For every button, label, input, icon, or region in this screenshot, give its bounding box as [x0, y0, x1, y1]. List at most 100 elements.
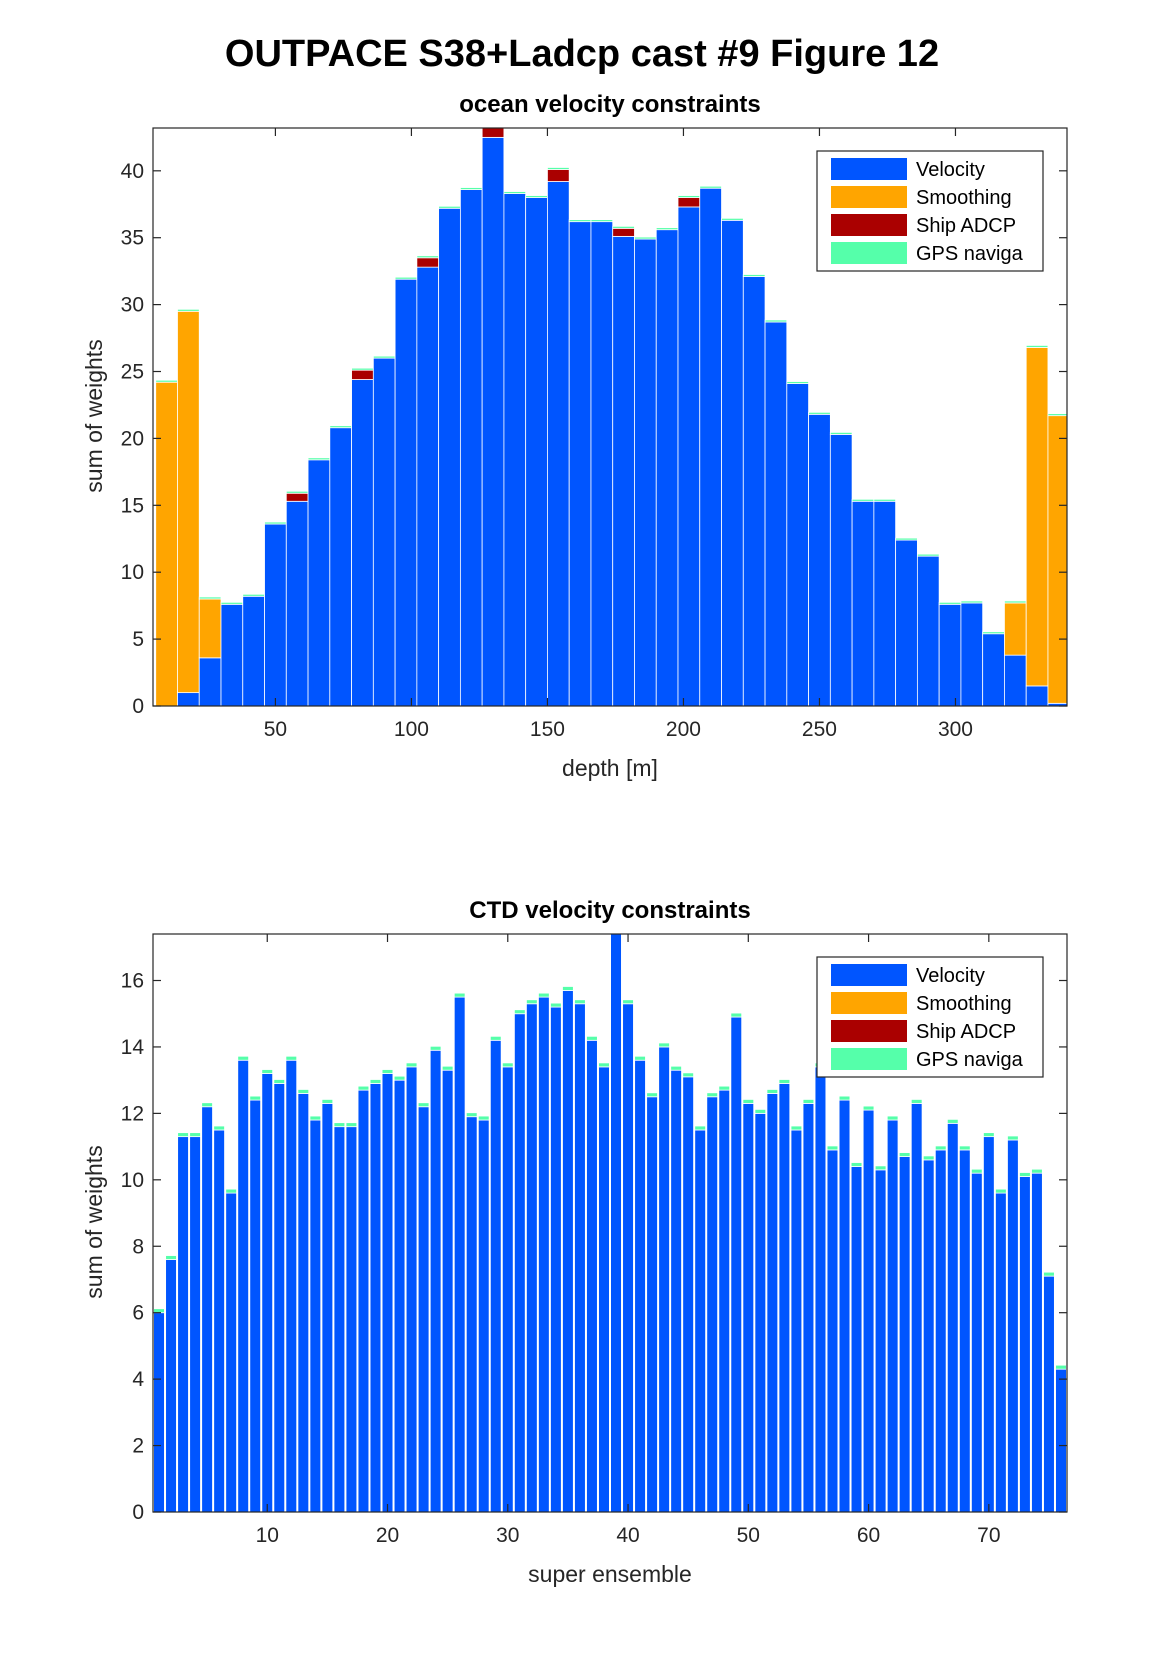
ctd-bar-gps-naviga	[838, 1095, 851, 1101]
ocean-bar-gps-naviga	[416, 255, 440, 259]
ocean-bar-velocity	[568, 221, 592, 706]
ctd-bar-velocity	[670, 1069, 682, 1512]
ocean-bar-smoothing	[1004, 602, 1027, 656]
ocean-bar-gps-naviga	[590, 219, 614, 223]
ctd-bar-velocity	[862, 1109, 875, 1512]
ctd-bar-gps-naviga	[946, 1118, 959, 1124]
ctd-velocity-legend: Velocity Smoothing Ship ADCP GPS naviga	[816, 956, 1044, 1078]
ocean-bar-ship-adcp	[481, 128, 505, 138]
ctd-bar-gps-naviga	[622, 999, 634, 1005]
ocean-bar-velocity	[677, 206, 701, 706]
ocean-bar-velocity	[829, 433, 853, 706]
ocean-bar-ship-adcp	[677, 197, 701, 208]
ocean-bar-gps-naviga	[329, 425, 352, 429]
ctd-ytick-label: 6	[132, 1302, 144, 1325]
ctd-xtick-label: 40	[616, 1524, 639, 1547]
ctd-bar-velocity	[285, 1059, 298, 1512]
ctd-bar-gps-naviga	[177, 1132, 189, 1138]
ocean-ytick-label: 20	[121, 427, 144, 450]
ocean-ytick-label: 30	[121, 294, 144, 317]
ctd-bar-velocity	[706, 1096, 719, 1512]
ocean-bar-velocity	[764, 321, 788, 706]
ocean-bar-gps-naviga	[568, 219, 592, 223]
ctd-bar-velocity	[441, 1069, 454, 1512]
ctd-bar-gps-naviga	[670, 1065, 682, 1071]
ocean-bar-velocity	[851, 500, 875, 706]
ctd-bar-gps-naviga	[958, 1145, 971, 1151]
ocean-velocity-ylabel: sum of weights	[81, 339, 107, 492]
ctd-bar-gps-naviga	[513, 1009, 526, 1015]
ctd-bar-gps-naviga	[874, 1165, 887, 1171]
ctd-bar-gps-naviga	[189, 1132, 201, 1138]
ctd-xtick-label: 60	[857, 1524, 880, 1547]
ctd-bar-velocity	[718, 1089, 731, 1512]
ocean-bar-smoothing	[1025, 347, 1049, 687]
ctd-bar-velocity	[237, 1059, 250, 1512]
ctd-legend-swatch	[831, 1048, 907, 1070]
ocean-legend-label: Smoothing	[916, 187, 1012, 209]
ctd-bar-velocity	[1055, 1368, 1067, 1512]
ctd-bar-velocity	[465, 1116, 478, 1512]
ocean-legend-swatch	[831, 242, 907, 264]
ctd-xtick-label: 30	[496, 1524, 519, 1547]
ctd-bar-gps-naviga	[850, 1162, 863, 1167]
ctd-xtick-label: 10	[256, 1524, 279, 1547]
ocean-bar-gps-naviga	[677, 195, 701, 198]
ocean-bar-velocity	[960, 602, 984, 706]
ctd-bar-velocity	[874, 1169, 887, 1512]
ctd-bar-velocity	[886, 1119, 899, 1512]
ctd-bar-gps-naviga	[1043, 1271, 1055, 1277]
ctd-bar-velocity	[610, 934, 622, 1512]
ocean-ytick-label: 5	[132, 628, 144, 651]
ctd-bar-velocity	[742, 1103, 755, 1512]
ocean-bar-velocity	[547, 181, 570, 706]
ocean-bar-velocity	[916, 555, 940, 706]
ocean-bar-gps-naviga	[612, 225, 635, 229]
ocean-xtick-label: 300	[938, 718, 973, 741]
ctd-legend-swatch	[831, 1020, 907, 1042]
ocean-bar-gps-naviga	[982, 631, 1005, 635]
ocean-bar-gps-naviga	[285, 490, 309, 494]
ocean-bar-velocity	[198, 657, 222, 706]
ocean-bar-gps-naviga	[503, 191, 527, 194]
ctd-bar-gps-naviga	[598, 1062, 610, 1068]
ctd-bar-gps-naviga	[826, 1145, 839, 1151]
ctd-bar-gps-naviga	[538, 992, 550, 998]
ocean-bar-velocity	[721, 219, 744, 706]
ctd-bar-velocity	[754, 1112, 767, 1512]
ctd-bar-velocity	[381, 1073, 394, 1512]
ctd-bar-gps-naviga	[393, 1075, 406, 1081]
ocean-bar-gps-naviga	[525, 195, 548, 198]
ctd-bar-gps-naviga	[489, 1035, 502, 1041]
ctd-bar-velocity	[826, 1149, 839, 1512]
ctd-bar-gps-naviga	[357, 1085, 370, 1091]
ocean-bar-gps-naviga	[547, 167, 570, 170]
ctd-bar-gps-naviga	[634, 1055, 646, 1061]
ocean-legend-label: Velocity	[916, 159, 985, 181]
ctd-bar-velocity	[213, 1129, 225, 1512]
ctd-bar-velocity	[538, 996, 550, 1512]
ctd-bar-gps-naviga	[922, 1155, 935, 1161]
ctd-bar-gps-naviga	[970, 1168, 983, 1174]
ctd-bar-velocity	[634, 1059, 646, 1512]
ctd-bar-velocity	[958, 1149, 971, 1512]
ocean-bar-gps-naviga	[916, 553, 940, 557]
ctd-bar-gps-naviga	[333, 1122, 346, 1128]
ctd-bar-velocity	[995, 1192, 1007, 1512]
ctd-bar-velocity	[417, 1106, 430, 1512]
ocean-bar-gps-naviga	[394, 276, 418, 280]
ocean-bar-gps-naviga	[264, 521, 287, 525]
ctd-bar-gps-naviga	[441, 1065, 454, 1071]
ctd-bar-gps-naviga	[1055, 1364, 1067, 1370]
ocean-bar-smoothing	[155, 381, 178, 706]
ocean-ytick-label: 15	[121, 494, 144, 517]
ocean-bar-velocity	[285, 500, 309, 706]
ocean-bar-velocity	[786, 383, 809, 706]
ctd-bar-gps-naviga	[309, 1115, 322, 1121]
ctd-bar-velocity	[598, 1066, 610, 1512]
ctd-bar-velocity	[550, 1006, 562, 1512]
ocean-bar-gps-naviga	[459, 187, 483, 190]
ctd-ytick-label: 8	[132, 1235, 144, 1258]
ctd-bar-gps-naviga	[646, 1092, 658, 1098]
ctd-bar-velocity	[983, 1136, 995, 1512]
